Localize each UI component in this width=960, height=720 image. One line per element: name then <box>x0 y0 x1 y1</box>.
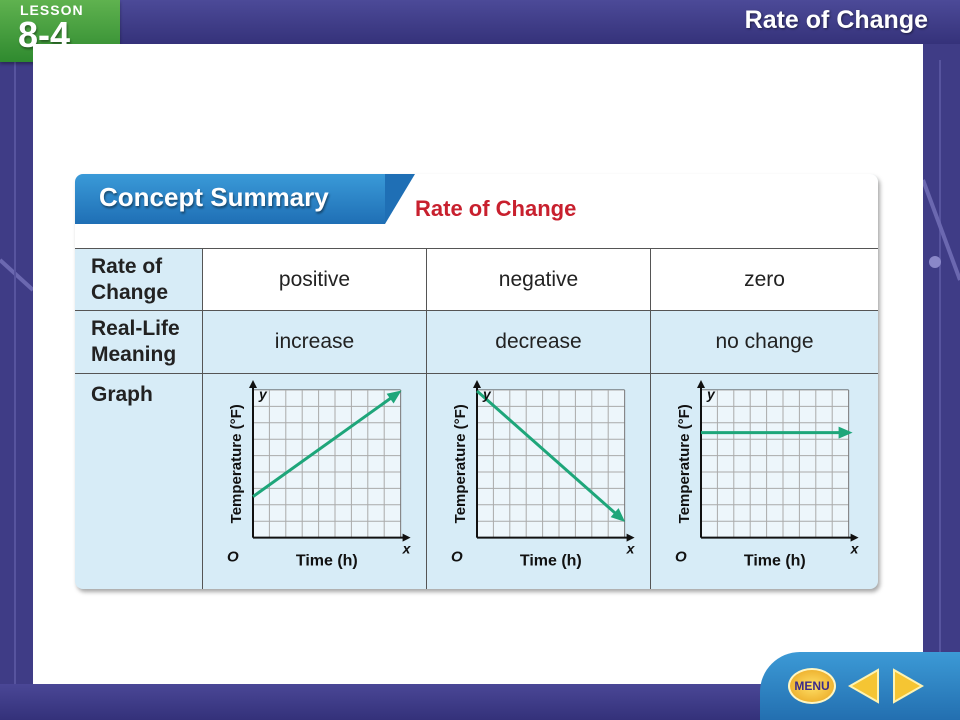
row-label-graph: Graph <box>75 374 203 589</box>
grid-background <box>701 390 849 538</box>
menu-button[interactable]: MENU <box>788 668 836 704</box>
x-axis-label: Time (h) <box>296 553 358 570</box>
graph-cell-decrease: y x O Time (h) Temperature (°F) <box>427 374 651 589</box>
x-axis-letter: x <box>850 541 860 557</box>
origin-label: O <box>227 549 239 566</box>
cell-zero: zero <box>651 248 878 311</box>
header-bar <box>0 0 960 44</box>
card-title: Concept Summary <box>99 182 329 212</box>
cell-negative: negative <box>427 248 651 311</box>
trend-arrow-icon <box>610 508 626 522</box>
cell-decrease: decrease <box>427 311 651 374</box>
y-axis-letter: y <box>706 386 716 402</box>
left-arrow-icon <box>847 668 879 704</box>
cell-increase: increase <box>203 311 427 374</box>
row-label-line2: Change <box>91 280 169 304</box>
y-axis-label: Temperature (°F) <box>452 404 469 523</box>
row-label-real-life-meaning: Real-Life Meaning <box>75 311 203 374</box>
next-slide-button[interactable] <box>890 666 926 706</box>
graph-decrease: y x O Time (h) Temperature (°F) <box>451 380 636 570</box>
x-axis-arrow-icon <box>402 533 411 542</box>
y-axis-letter: y <box>482 386 492 402</box>
trend-arrow-icon <box>838 426 853 439</box>
y-axis-label: Temperature (°F) <box>676 404 693 523</box>
y-axis-arrow-icon <box>473 380 481 388</box>
y-axis-arrow-icon <box>249 380 257 388</box>
graph-cell-increase: y x O Time (h) Temperature (°F) <box>203 374 427 589</box>
graph-increase: y x O Time (h) Temperature (°F) <box>227 380 412 570</box>
lesson-label: LESSON <box>20 2 84 18</box>
origin-label: O <box>675 549 687 566</box>
y-axis-label: Temperature (°F) <box>228 404 245 523</box>
graph-constant: y x O Time (h) Temperature (°F) <box>675 380 860 570</box>
x-axis-arrow-icon <box>850 533 859 542</box>
prev-slide-button[interactable] <box>846 666 882 706</box>
row-label-line1: Graph <box>91 383 153 406</box>
concept-summary-card: Concept Summary Rate of Change Rate of Ch… <box>75 174 878 589</box>
y-axis-arrow-icon <box>697 380 705 388</box>
row-label-line1: Rate of <box>91 254 163 278</box>
summary-table: Rate of Change positive negative zero Rea… <box>75 248 878 589</box>
y-axis-letter: y <box>258 386 268 402</box>
card-subtitle: Rate of Change <box>415 196 577 221</box>
cell-positive: positive <box>203 248 427 311</box>
graph-cell-constant: y x O Time (h) Temperature (°F) <box>651 374 878 589</box>
row-label-rate-of-change: Rate of Change <box>75 248 203 311</box>
trend-arrow-icon <box>386 390 402 404</box>
card-header: Concept Summary Rate of Change <box>75 174 878 248</box>
cell-no-change: no change <box>651 311 878 374</box>
x-axis-label: Time (h) <box>520 553 582 570</box>
page-title: Rate of Change <box>744 6 928 34</box>
trend-line <box>252 392 398 498</box>
x-axis-arrow-icon <box>626 533 635 542</box>
row-label-line1: Real-Life <box>91 317 180 340</box>
origin-label: O <box>451 549 463 566</box>
card-title-tab: Concept Summary <box>75 174 415 224</box>
right-arrow-icon <box>893 668 925 704</box>
x-axis-letter: x <box>626 541 636 557</box>
x-axis-label: Time (h) <box>744 553 806 570</box>
row-label-line2: Meaning <box>91 343 177 366</box>
trend-line <box>476 389 622 520</box>
grid-background <box>253 390 401 538</box>
x-axis-letter: x <box>402 541 412 557</box>
